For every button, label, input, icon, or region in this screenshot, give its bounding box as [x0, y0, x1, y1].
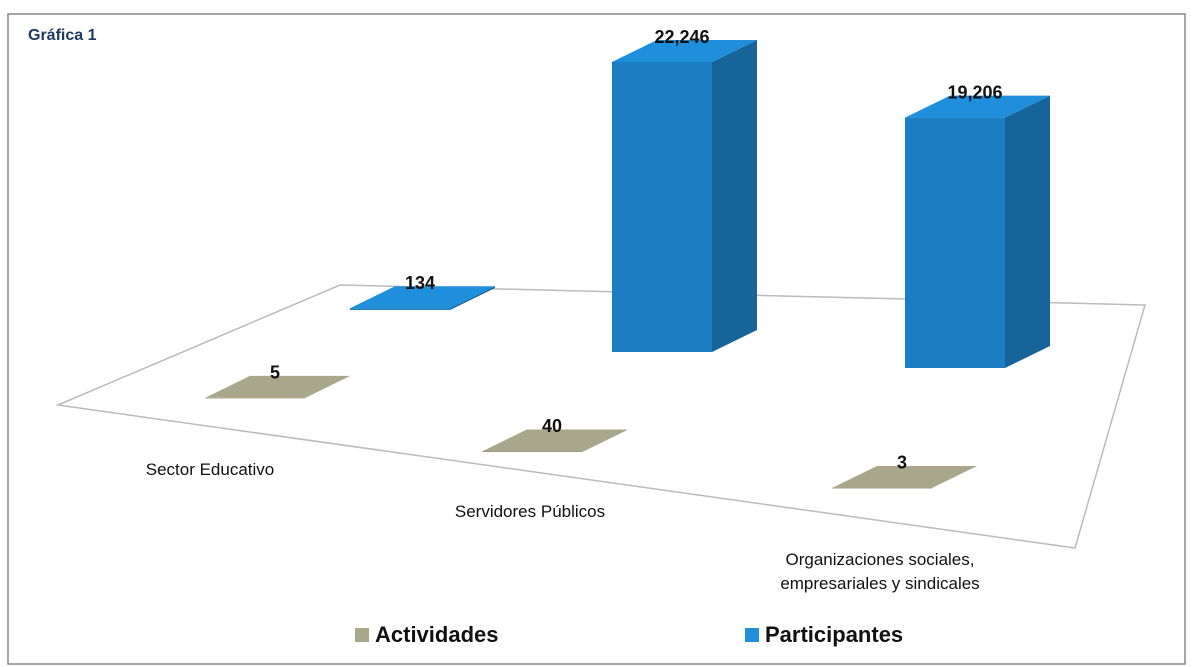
bar: [350, 286, 495, 310]
data-label: 5: [270, 363, 280, 383]
bar: [612, 40, 757, 352]
legend-label: Actividades: [375, 622, 499, 647]
legend-label: Participantes: [765, 622, 903, 647]
category-label: Organizaciones sociales, empresariales y…: [780, 550, 980, 593]
data-label: 3: [897, 453, 907, 473]
bar: [205, 375, 350, 399]
bar-top: [905, 95, 1050, 118]
bar-side: [1005, 95, 1050, 369]
bar-front: [482, 451, 582, 452]
bar-top: [612, 40, 757, 62]
category-label: Servidores Públicos: [454, 502, 606, 521]
bar: [905, 95, 1050, 369]
data-label: 22,246: [654, 27, 709, 47]
bar: [832, 465, 977, 489]
bar-side: [450, 286, 495, 310]
bar-front: [905, 117, 1005, 368]
bar-front: [832, 487, 932, 489]
bar-front: [612, 62, 712, 352]
bar-front: [350, 308, 450, 310]
bar-side: [712, 40, 757, 352]
category-label: Sector Educativo: [145, 460, 275, 479]
data-label: 40: [542, 416, 562, 436]
bar-side: [932, 465, 977, 488]
chart-title: Gráfica 1: [28, 27, 97, 44]
bar-front: [205, 397, 305, 399]
bar-side: [582, 429, 627, 452]
legend-swatch: [355, 628, 369, 642]
legend-swatch: [745, 628, 759, 642]
bar-top: [350, 286, 495, 309]
data-label: 134: [405, 273, 435, 293]
bar-top: [482, 429, 627, 452]
data-label: 19,206: [947, 82, 1002, 102]
bar-side: [305, 375, 350, 398]
bar-top: [832, 465, 977, 488]
bar: [482, 429, 627, 452]
bar-top: [205, 375, 350, 398]
